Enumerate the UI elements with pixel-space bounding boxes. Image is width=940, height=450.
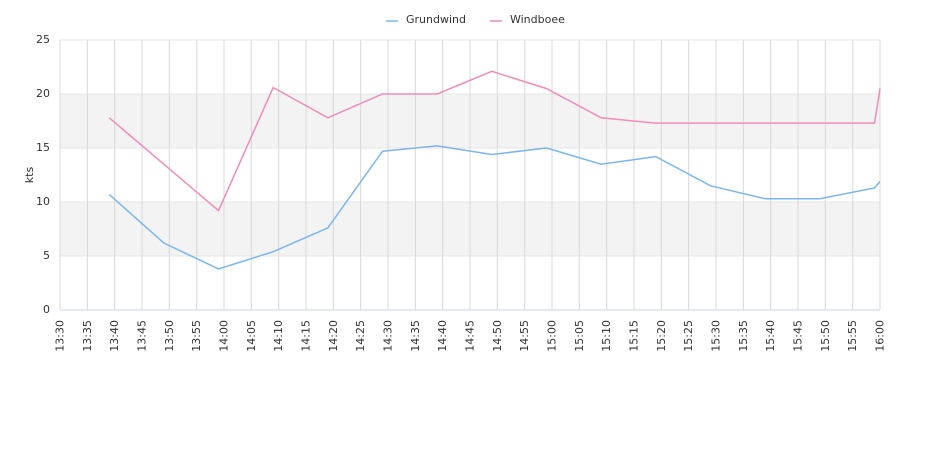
x-tick-label: 15:00 [546, 320, 559, 352]
x-tick-label: 15:40 [764, 320, 777, 352]
x-tick-label: 13:40 [108, 320, 121, 352]
x-tick-label: 15:25 [682, 320, 695, 352]
x-tick-label: 15:35 [737, 320, 750, 352]
x-tick-label: 13:50 [163, 320, 176, 352]
x-tick-label: 15:15 [628, 320, 641, 352]
x-tick-label: 14:55 [518, 320, 531, 352]
legend-label: Windboee [510, 13, 565, 26]
legend: Grundwind Windboee [386, 13, 565, 26]
y-tick-label: 25 [36, 33, 50, 46]
x-tick-label: 15:30 [710, 320, 723, 352]
y-tick-label: 5 [43, 249, 50, 262]
legend-label: Grundwind [406, 13, 466, 26]
x-tick-label: 14:40 [436, 320, 449, 352]
x-tick-label: 14:20 [327, 320, 340, 352]
series-line [108, 145, 881, 270]
x-tick-label: 14:25 [354, 320, 367, 352]
x-tick-label: 14:30 [382, 320, 395, 352]
y-tick-label: 20 [36, 87, 50, 100]
x-tick-label: 14:15 [300, 320, 313, 352]
x-tick-label: 15:55 [846, 320, 859, 352]
x-tick-label: 15:50 [819, 320, 832, 352]
x-tick-label: 14:00 [218, 320, 231, 352]
x-tick-label: 14:05 [245, 320, 258, 352]
series-line [108, 70, 881, 212]
y-tick-label: 0 [43, 303, 50, 316]
x-tick-label: 13:35 [81, 320, 94, 352]
x-tick-label: 15:20 [655, 320, 668, 352]
x-tick-label: 15:10 [600, 320, 613, 352]
y-tick-label: 15 [36, 141, 50, 154]
x-tick-label: 16:00 [874, 320, 887, 352]
x-tick-label: 13:55 [190, 320, 203, 352]
x-tick-label: 13:45 [136, 320, 149, 352]
x-tick-label: 15:45 [792, 320, 805, 352]
x-tick-label: 14:10 [272, 320, 285, 352]
x-tick-label: 15:05 [573, 320, 586, 352]
x-tick-label: 13:30 [54, 320, 67, 352]
y-axis-label: kts [23, 167, 36, 184]
x-tick-label: 14:35 [409, 320, 422, 352]
y-tick-label: 10 [36, 195, 50, 208]
x-tick-label: 14:45 [464, 320, 477, 352]
x-tick-label: 14:50 [491, 320, 504, 352]
